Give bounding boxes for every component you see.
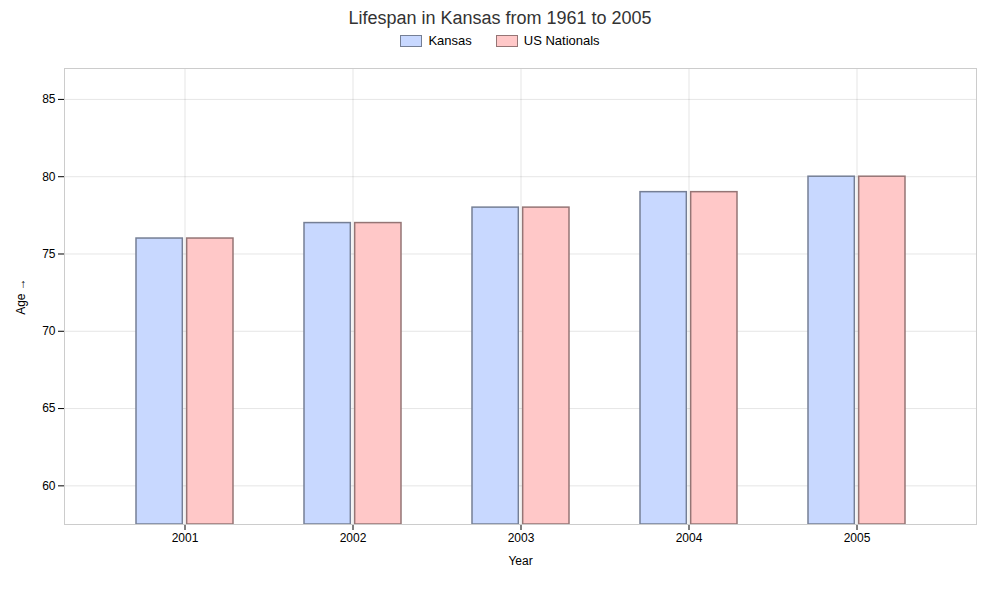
svg-text:75: 75 (42, 247, 56, 261)
svg-text:Age →: Age → (14, 278, 28, 315)
svg-text:2004: 2004 (676, 531, 703, 545)
html-text:Kansas: Kansas (428, 33, 472, 48)
svg-text:Year: Year (508, 554, 532, 568)
svg-text:60: 60 (42, 479, 56, 493)
html-text:Lifespan in Kansas from 1961 t: Lifespan in Kansas from 1961 to 2005 (348, 8, 652, 28)
svg-text:2003: 2003 (508, 531, 535, 545)
svg-text:65: 65 (42, 401, 56, 415)
svg-text:70: 70 (42, 324, 56, 338)
svg-text:2002: 2002 (340, 531, 367, 545)
svg-text:2001: 2001 (172, 531, 199, 545)
svg-text:85: 85 (42, 92, 56, 106)
svg-text:80: 80 (42, 170, 56, 184)
svg-text:2005: 2005 (844, 531, 871, 545)
html-text:US Nationals: US Nationals (523, 33, 600, 48)
